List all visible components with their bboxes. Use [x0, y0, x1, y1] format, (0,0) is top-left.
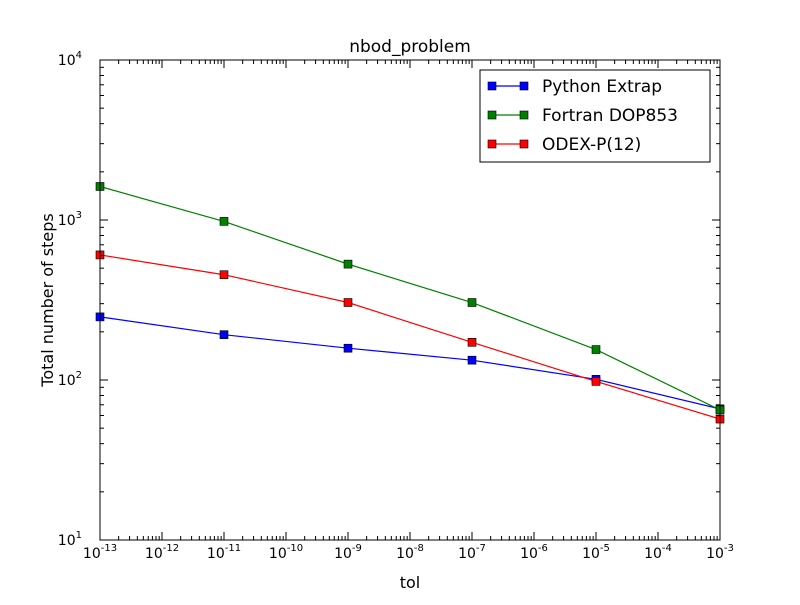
legend-box	[479, 69, 711, 163]
data-point-fortran-dop853	[219, 217, 229, 226]
series-line-odex-p-12	[100, 254, 720, 420]
y-tick-label: 103	[58, 210, 82, 229]
x-tick-label: 10-9	[334, 543, 362, 562]
chart-title: nbod_problem	[349, 37, 471, 57]
x-tick-label: 10-5	[582, 543, 610, 562]
series-line-python-extrap	[100, 316, 720, 410]
data-point-fortran-dop853	[343, 259, 353, 269]
y-tick-label: 101	[58, 530, 82, 549]
data-point-odex-p-12	[219, 270, 229, 280]
legend-marker-icon	[487, 81, 497, 91]
x-tick-label: 10-12	[145, 543, 179, 562]
y-tick-label: 102	[58, 370, 82, 389]
y-tick-label: 104	[58, 50, 82, 69]
x-tick-label: 10-6	[520, 543, 548, 562]
data-point-fortran-dop853	[467, 298, 477, 307]
legend-label: ODEX-P(12)	[542, 135, 641, 155]
data-point-odex-p-12	[467, 338, 477, 347]
data-point-odex-p-12	[591, 377, 601, 386]
series-line-fortran-dop853	[100, 185, 720, 411]
legend-label: Fortran DOP853	[542, 106, 678, 126]
data-point-fortran-dop853	[591, 345, 601, 354]
x-tick-label: 10-13	[83, 543, 117, 562]
legend-entry-odex-p-12: ODEX-P(12)	[487, 135, 641, 155]
x-tick-label: 10-10	[269, 543, 303, 562]
x-axis-label: tol	[400, 573, 421, 592]
legend-marker-icon	[519, 110, 529, 120]
x-tick-label: 10-3	[706, 543, 734, 562]
data-point-python-extrap	[467, 355, 477, 365]
data-point-odex-p-12	[343, 298, 353, 307]
legend-marker-icon	[519, 81, 529, 91]
legend-marker-icon	[519, 139, 529, 149]
legend: Python Extrap Fortran DOP853 ODEX-P(12)	[479, 69, 711, 163]
legend-entry-fortran-dop853: Fortran DOP853	[487, 106, 678, 126]
x-tick-label: 10-11	[207, 543, 241, 562]
legend-label: Python Extrap	[542, 77, 662, 97]
legend-marker-icon	[487, 110, 497, 120]
data-point-python-extrap	[343, 343, 353, 353]
x-tick-label: 10-7	[458, 543, 486, 562]
x-tick-label: 10-4	[644, 543, 672, 562]
x-tick-label: 10-8	[396, 543, 424, 562]
legend-marker-icon	[487, 139, 497, 149]
y-axis-label: Total number of steps	[38, 213, 57, 387]
legend-entry-python-extrap: Python Extrap	[487, 77, 662, 97]
data-point-python-extrap	[219, 330, 229, 339]
